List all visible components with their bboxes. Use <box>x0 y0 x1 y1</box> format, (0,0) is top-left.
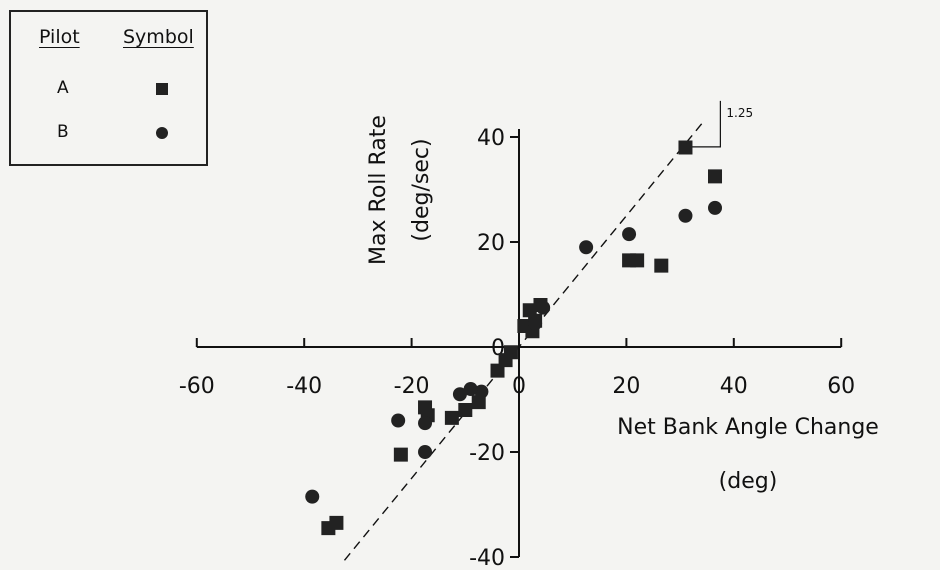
data-point-circle <box>528 316 543 331</box>
x-tick-label: -40 <box>286 374 322 399</box>
x-tick-label: 20 <box>612 374 640 399</box>
data-point-circle <box>418 416 433 431</box>
data-point-square <box>471 395 486 410</box>
y-tick-label: -20 <box>469 441 505 466</box>
data-point-circle <box>391 413 406 428</box>
data-point-square <box>393 447 408 462</box>
data-point-circle <box>536 300 551 315</box>
data-point-square <box>678 140 693 155</box>
legend: Pilot Symbol A B <box>9 10 208 166</box>
x-tick-label: -60 <box>179 374 215 399</box>
data-point-square <box>708 169 723 184</box>
data-point-circle <box>418 445 433 459</box>
legend-pilot-b: B <box>57 122 69 142</box>
x-tick-label: 40 <box>720 374 748 399</box>
data-point-circle <box>708 200 723 215</box>
data-point-circle <box>452 387 467 402</box>
x-tick-label: 0 <box>512 374 526 399</box>
data-point-circle <box>305 489 320 504</box>
data-point-square <box>458 403 473 417</box>
data-point-square <box>321 521 336 536</box>
legend-pilot-a: A <box>57 78 69 98</box>
data-point-circle <box>622 227 637 242</box>
y-axis-label: Max Roll Rate <box>366 115 391 265</box>
legend-circle-marker <box>156 127 168 139</box>
reference-line <box>343 120 705 561</box>
data-point-square <box>490 363 505 378</box>
slope-triangle <box>682 100 721 148</box>
y-tick-label: 20 <box>477 231 505 256</box>
x-tick-label: -20 <box>394 374 430 399</box>
x-axis-unit-label: (deg) <box>719 469 778 494</box>
legend-square-marker <box>156 83 168 95</box>
y-tick-label: -40 <box>469 546 505 570</box>
legend-header-symbol: Symbol <box>123 26 194 48</box>
data-point-square <box>444 410 459 425</box>
x-axis-label: Net Bank Angle Change <box>617 415 879 440</box>
data-point-circle <box>678 208 693 223</box>
data-point-square <box>654 258 669 273</box>
legend-header-pilot: Pilot <box>39 26 80 48</box>
y-axis-unit-label: (deg/sec) <box>409 138 434 241</box>
x-tick-label: 60 <box>827 374 855 399</box>
data-point-circle <box>474 384 489 399</box>
data-point-circle <box>579 240 594 255</box>
slope-label: 1.25 <box>726 106 753 120</box>
data-point-circle <box>463 382 478 396</box>
data-point-square <box>630 253 645 268</box>
y-tick-label: 40 <box>477 126 505 151</box>
